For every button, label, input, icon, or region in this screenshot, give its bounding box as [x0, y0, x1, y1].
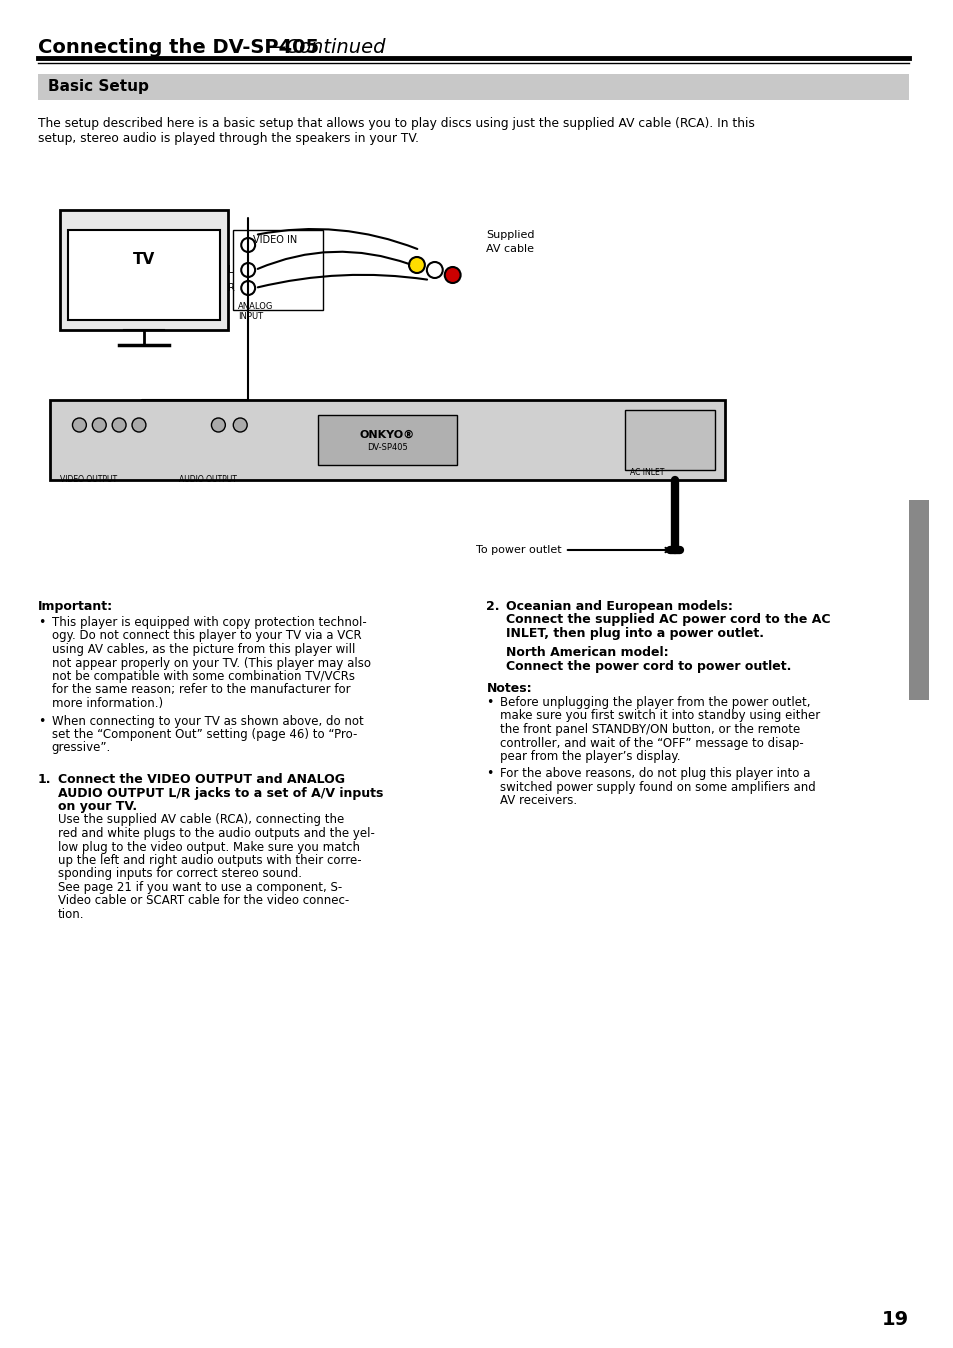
Circle shape	[241, 280, 254, 295]
FancyBboxPatch shape	[68, 231, 220, 319]
Text: using AV cables, as the picture from this player will: using AV cables, as the picture from thi…	[51, 643, 355, 656]
Text: for the same reason; refer to the manufacturer for: for the same reason; refer to the manufa…	[51, 683, 350, 697]
Text: AUDIO OUTPUT L/R jacks to a set of A/V inputs: AUDIO OUTPUT L/R jacks to a set of A/V i…	[57, 786, 382, 799]
Circle shape	[233, 418, 247, 431]
Circle shape	[72, 418, 87, 431]
Text: 2.: 2.	[486, 600, 499, 613]
Text: •: •	[38, 714, 45, 728]
Text: ANALOG
INPUT: ANALOG INPUT	[238, 302, 274, 321]
Circle shape	[426, 262, 442, 278]
Circle shape	[212, 418, 225, 431]
Circle shape	[112, 418, 126, 431]
Text: —Continued: —Continued	[266, 38, 385, 57]
Text: not be compatible with some combination TV/VCRs: not be compatible with some combination …	[51, 670, 355, 683]
Circle shape	[92, 418, 106, 431]
Text: pear from the player’s display.: pear from the player’s display.	[499, 749, 680, 763]
Text: Before unplugging the player from the power outlet,: Before unplugging the player from the po…	[499, 696, 810, 709]
Text: Connect the supplied AC power cord to the AC: Connect the supplied AC power cord to th…	[506, 613, 830, 627]
Text: Use the supplied AV cable (RCA), connecting the: Use the supplied AV cable (RCA), connect…	[57, 813, 343, 826]
Text: Notes:: Notes:	[486, 682, 532, 696]
Text: When connecting to your TV as shown above, do not: When connecting to your TV as shown abov…	[51, 714, 363, 728]
Text: AV cable: AV cable	[486, 244, 534, 253]
Text: switched power supply found on some amplifiers and: switched power supply found on some ampl…	[499, 780, 815, 794]
Text: make sure you first switch it into standby using either: make sure you first switch it into stand…	[499, 709, 820, 723]
FancyBboxPatch shape	[38, 74, 908, 100]
Circle shape	[444, 267, 460, 283]
Text: gressive”.: gressive”.	[51, 741, 111, 755]
Text: Connect the VIDEO OUTPUT and ANALOG: Connect the VIDEO OUTPUT and ANALOG	[57, 772, 344, 786]
Text: INLET, then plug into a power outlet.: INLET, then plug into a power outlet.	[506, 627, 763, 640]
Text: more information.): more information.)	[51, 697, 163, 710]
Text: ONKYO®: ONKYO®	[359, 430, 415, 439]
Circle shape	[132, 418, 146, 431]
Text: setup, stereo audio is played through the speakers in your TV.: setup, stereo audio is played through th…	[38, 132, 418, 146]
FancyBboxPatch shape	[59, 210, 228, 330]
Text: TV: TV	[132, 252, 155, 267]
Text: Oceanian and European models:: Oceanian and European models:	[506, 600, 732, 613]
Text: controller, and wait of the “OFF” message to disap-: controller, and wait of the “OFF” messag…	[499, 736, 803, 749]
Circle shape	[241, 239, 254, 252]
Text: •: •	[38, 616, 45, 630]
FancyBboxPatch shape	[625, 410, 714, 470]
Text: The setup described here is a basic setup that allows you to play discs using ju: The setup described here is a basic setu…	[38, 117, 754, 129]
Text: AC INLET: AC INLET	[630, 468, 664, 477]
Text: not appear properly on your TV. (This player may also: not appear properly on your TV. (This pl…	[51, 656, 370, 670]
Text: set the “Component Out” setting (page 46) to “Pro-: set the “Component Out” setting (page 46…	[51, 728, 356, 741]
Text: tion.: tion.	[57, 909, 84, 921]
Text: on your TV.: on your TV.	[57, 799, 136, 813]
Text: DV-SP405: DV-SP405	[366, 443, 407, 453]
Text: AV receivers.: AV receivers.	[499, 794, 577, 807]
Text: the front panel STANDBY/ON button, or the remote: the front panel STANDBY/ON button, or th…	[499, 723, 800, 736]
Text: Supplied: Supplied	[486, 231, 535, 240]
Circle shape	[409, 257, 424, 274]
Text: ogy. Do not connect this player to your TV via a VCR: ogy. Do not connect this player to your …	[51, 630, 361, 643]
Text: VIDEO IN: VIDEO IN	[253, 235, 297, 245]
Text: 19: 19	[882, 1310, 908, 1329]
FancyBboxPatch shape	[908, 500, 928, 700]
Text: AUDIO OUTPUT: AUDIO OUTPUT	[178, 474, 236, 484]
Text: Video cable or SCART cable for the video connec-: Video cable or SCART cable for the video…	[57, 895, 349, 907]
FancyBboxPatch shape	[317, 415, 456, 465]
Text: red and white plugs to the audio outputs and the yel-: red and white plugs to the audio outputs…	[57, 828, 375, 840]
Text: up the left and right audio outputs with their corre-: up the left and right audio outputs with…	[57, 855, 361, 867]
Text: VIDEO OUTPUT: VIDEO OUTPUT	[59, 474, 116, 484]
FancyBboxPatch shape	[50, 400, 724, 480]
Text: Connecting the DV-SP405: Connecting the DV-SP405	[38, 38, 318, 57]
Text: L: L	[228, 266, 233, 275]
Text: See page 21 if you want to use a component, S-: See page 21 if you want to use a compone…	[57, 882, 341, 894]
Text: •: •	[486, 696, 494, 709]
Text: To power outlet: To power outlet	[476, 545, 669, 555]
Text: For the above reasons, do not plug this player into a: For the above reasons, do not plug this …	[499, 767, 810, 780]
Text: •: •	[486, 767, 494, 780]
Text: sponding inputs for correct stereo sound.: sponding inputs for correct stereo sound…	[57, 868, 301, 880]
Bar	[233, 231, 322, 310]
Text: Basic Setup: Basic Setup	[48, 80, 149, 94]
Circle shape	[241, 263, 254, 276]
Text: Important:: Important:	[38, 600, 112, 613]
Text: This player is equipped with copy protection technol-: This player is equipped with copy protec…	[51, 616, 366, 630]
Text: 1.: 1.	[38, 772, 51, 786]
Text: North American model:: North American model:	[506, 647, 668, 659]
Text: Connect the power cord to power outlet.: Connect the power cord to power outlet.	[506, 661, 791, 673]
Text: low plug to the video output. Make sure you match: low plug to the video output. Make sure …	[57, 841, 359, 853]
Text: R: R	[228, 283, 235, 293]
